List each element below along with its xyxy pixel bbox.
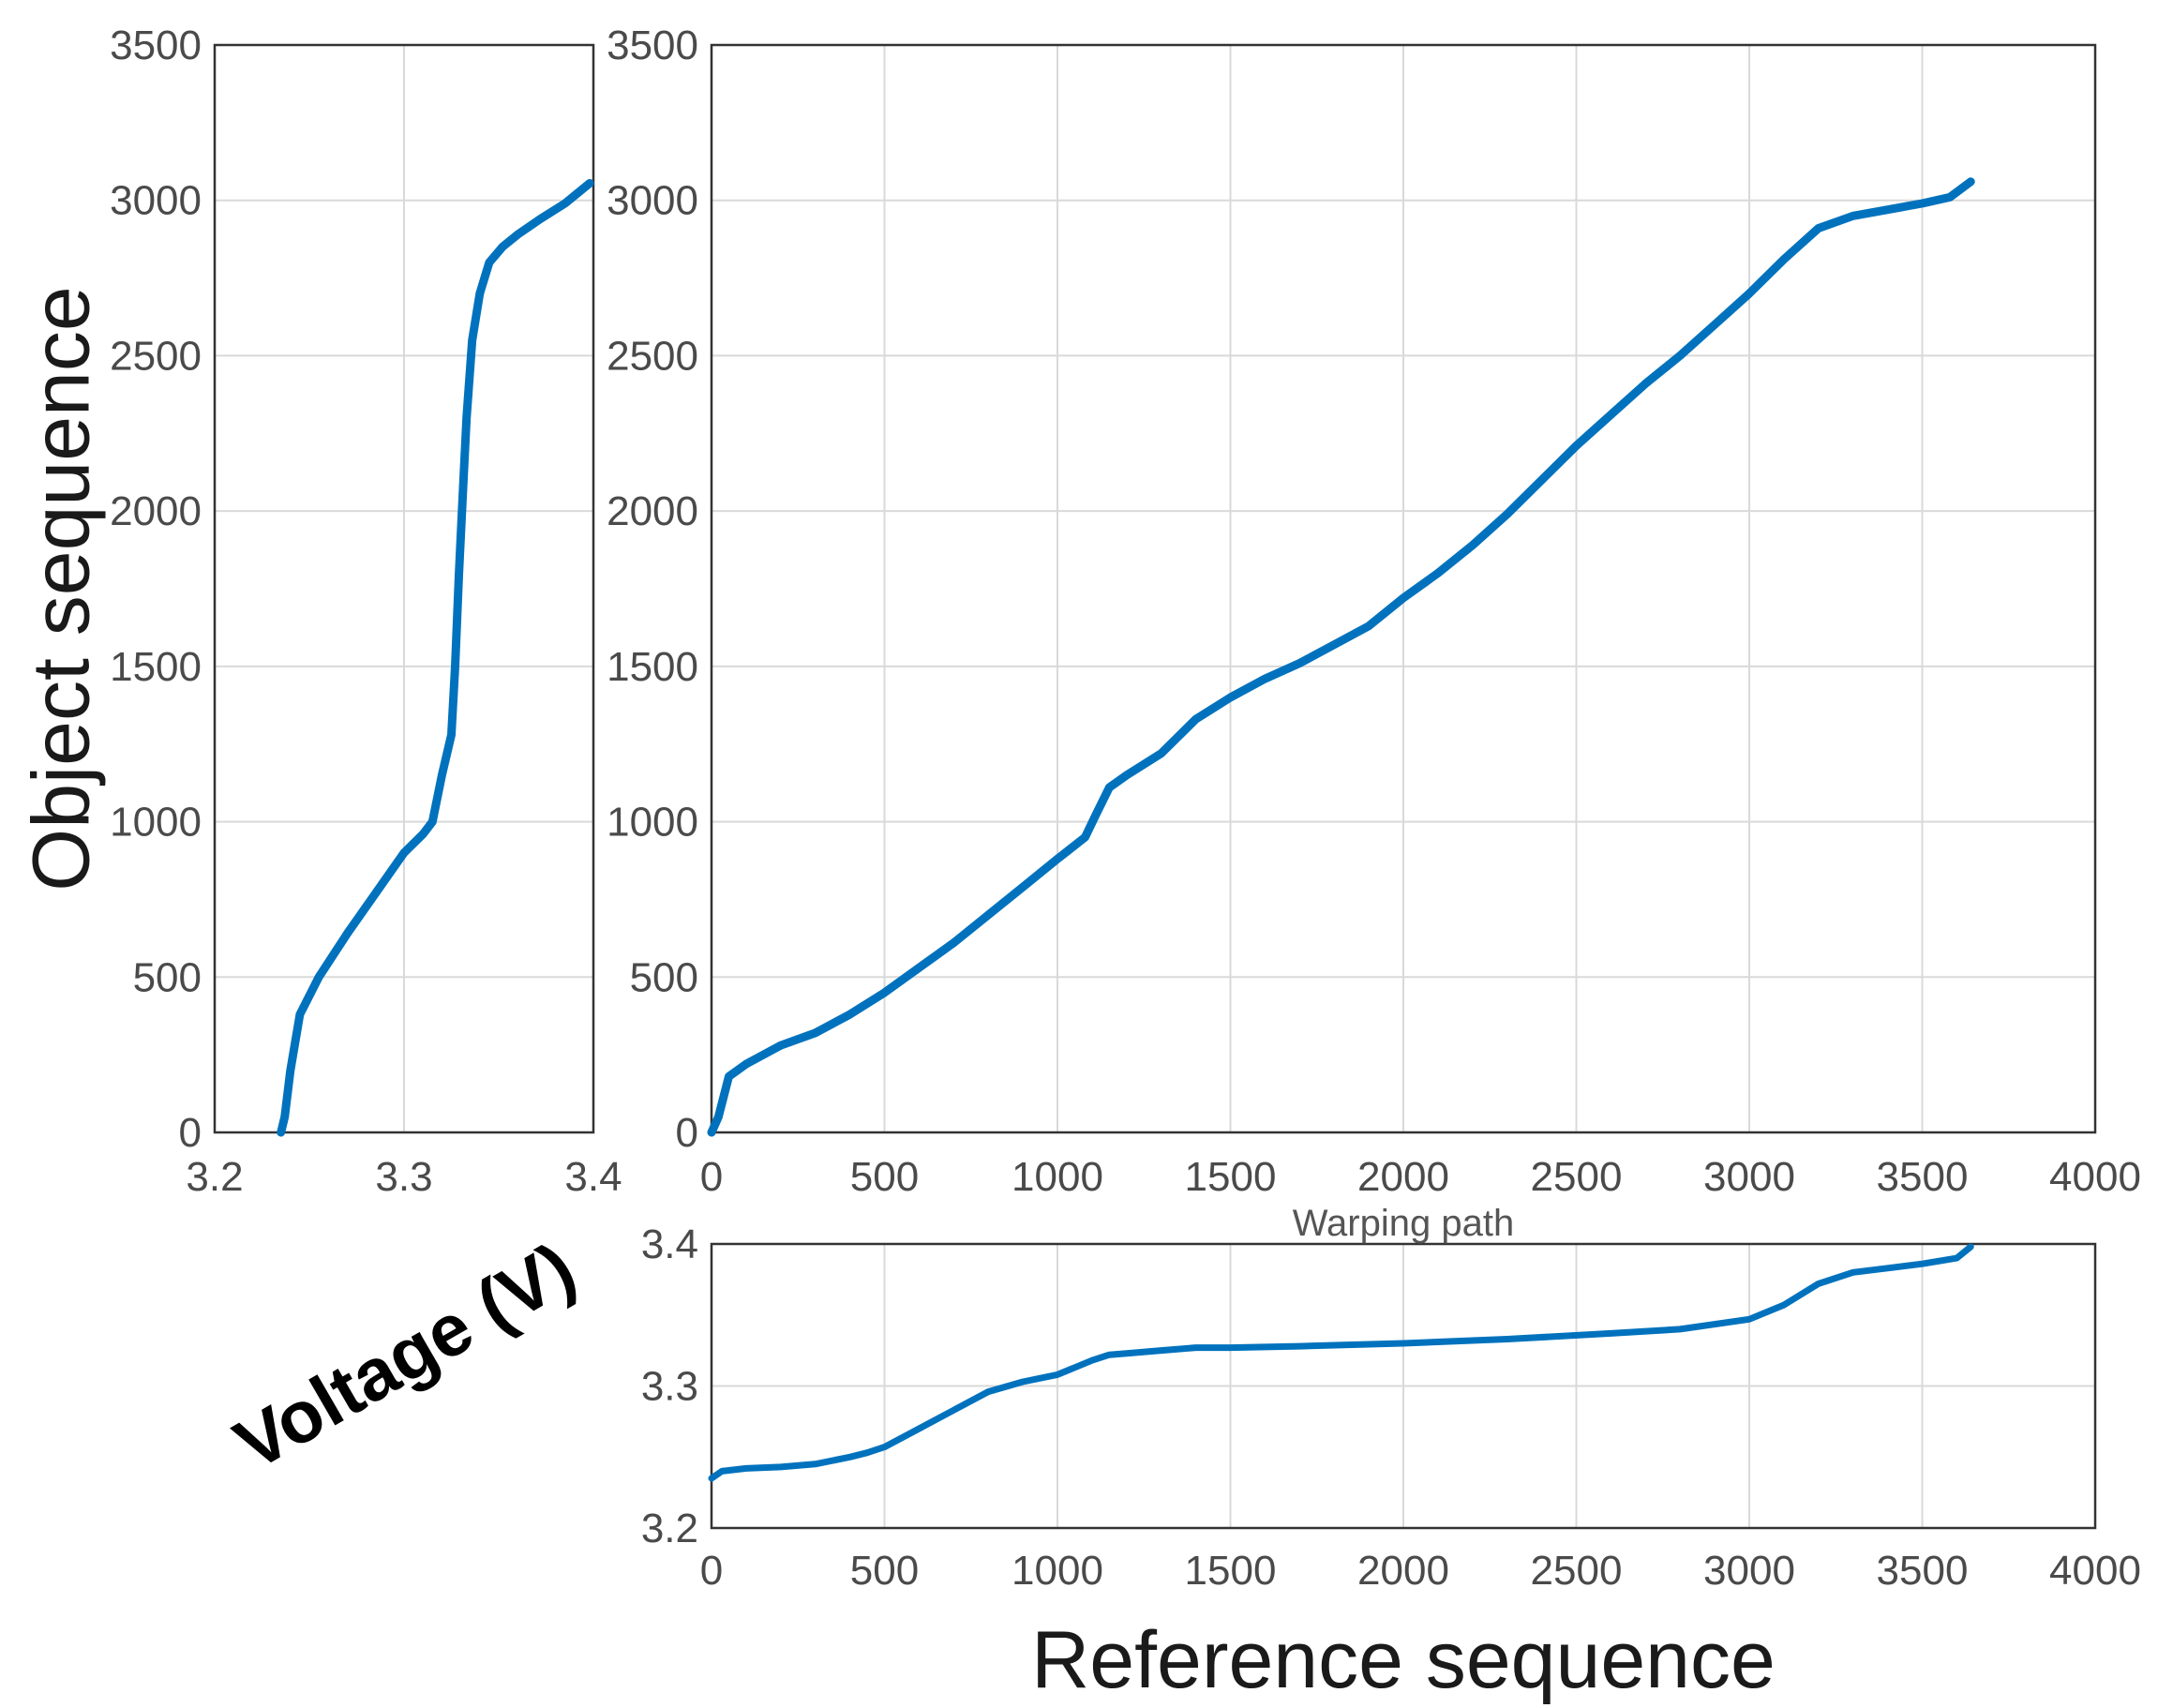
reference-voltage-x-tick-label: 1000 [1012,1548,1103,1594]
reference-voltage-x-tick-label: 0 [700,1548,723,1594]
voltage-vs-object-y-tick-label: 1500 [110,644,202,690]
reference-voltage-y-tick-label: 3.2 [641,1506,698,1551]
reference-voltage-ticks: 0 500 1000 1500 2000 2500 3000 3500 4000 3.2 3.3 3.… [641,1221,2141,1594]
warping-path-y-tick-label: 2500 [607,333,698,379]
voltage-vs-object-x-tick-label: 3.3 [375,1154,432,1200]
reference-voltage-x-tick-label: 2000 [1357,1548,1449,1594]
warping-path-x-tick-label: 1000 [1012,1154,1103,1200]
voltage-vs-object-y-tick-label: 2500 [110,333,202,379]
warping-path-y-tick-label: 2000 [607,488,698,534]
reference-voltage-x-tick-label: 500 [850,1548,919,1594]
warping-path-y-tick-label: 3000 [607,178,698,224]
warping-path-x-tick-label: 0 [700,1154,723,1200]
warping-path-x-tick-label: 4000 [2049,1154,2141,1200]
reference-voltage-x-tick-label: 3500 [1877,1548,1969,1594]
warping-path-x-tick-label: 2000 [1357,1154,1449,1200]
voltage-vs-object-y-tick-label: 0 [179,1110,202,1156]
voltage-vs-object-x-tick-label: 3.4 [564,1154,622,1200]
voltage-vs-object-y-tick-label: 3500 [110,22,202,68]
reference-voltage-grid [712,1244,2095,1528]
object-sequence-axis-title: Object sequence [17,286,107,891]
warping-path-x-tick-label: 3000 [1703,1154,1795,1200]
reference-voltage-panel: 0 500 1000 1500 2000 2500 3000 3500 4000 3.2 3.3 3.… [641,1221,2141,1594]
voltage-vs-object-y-tick-label: 500 [133,954,202,1000]
warping-path-axis-title: Warping path [1293,1203,1514,1244]
reference-voltage-x-tick-label: 3000 [1703,1548,1795,1594]
reference-voltage-y-tick-label: 3.3 [641,1364,698,1410]
reference-voltage-x-tick-label: 4000 [2049,1548,2141,1594]
voltage-vs-object-ticks: 3.2 3.3 3.4 0 500 1000 1500 2000 2500 3000 3500 [110,22,622,1200]
warping-path-panel: 0 500 1000 1500 2000 2500 3000 3500 4000 0 500 1000… [607,22,2141,1200]
warping-path-curve [707,177,1975,1137]
warping-path-y-tick-label: 0 [676,1110,698,1156]
warping-path-y-tick-label: 1500 [607,644,698,690]
voltage-vs-object-series-line [277,179,594,1137]
reference-sequence-axis-title: Reference sequence [1031,1615,1776,1705]
voltage-vs-object-y-tick-label: 3000 [110,178,202,224]
warping-path-y-tick-label: 3500 [607,22,698,68]
voltage-vs-object-frame [213,43,595,1134]
voltage-vs-object-x-tick-label: 3.2 [186,1154,243,1200]
warping-path-x-tick-label: 500 [850,1154,919,1200]
warping-path-x-tick-label: 3500 [1877,1154,1969,1200]
warping-path-series-line [707,177,1975,1137]
voltage-vs-object-panel: 3.2 3.3 3.4 0 500 1000 1500 2000 2500 3000 3500 [110,22,622,1200]
reference-voltage-x-tick-label: 1500 [1185,1548,1277,1594]
reference-voltage-frame [710,1242,2097,1530]
reference-voltage-curve [708,1243,1974,1482]
reference-voltage-x-tick-label: 2500 [1531,1548,1623,1594]
reference-voltage-y-tick-label: 3.4 [641,1221,698,1267]
voltage-vs-object-grid [215,45,593,1132]
warping-path-y-tick-label: 1000 [607,800,698,846]
reference-voltage-series-line [708,1243,1974,1482]
voltage-vs-object-curve [277,179,594,1137]
warping-path-x-tick-label: 2500 [1531,1154,1623,1200]
voltage-vs-object-y-tick-label: 1000 [110,800,202,846]
warping-path-frame [710,43,2097,1134]
warping-path-x-tick-label: 1500 [1185,1154,1277,1200]
voltage-vs-object-y-tick-label: 2000 [110,488,202,534]
warping-path-y-tick-label: 500 [630,954,698,1000]
warping-path-ticks: 0 500 1000 1500 2000 2500 3000 3500 4000 0 500 1000… [607,22,2141,1200]
warping-path-grid [712,45,2095,1132]
